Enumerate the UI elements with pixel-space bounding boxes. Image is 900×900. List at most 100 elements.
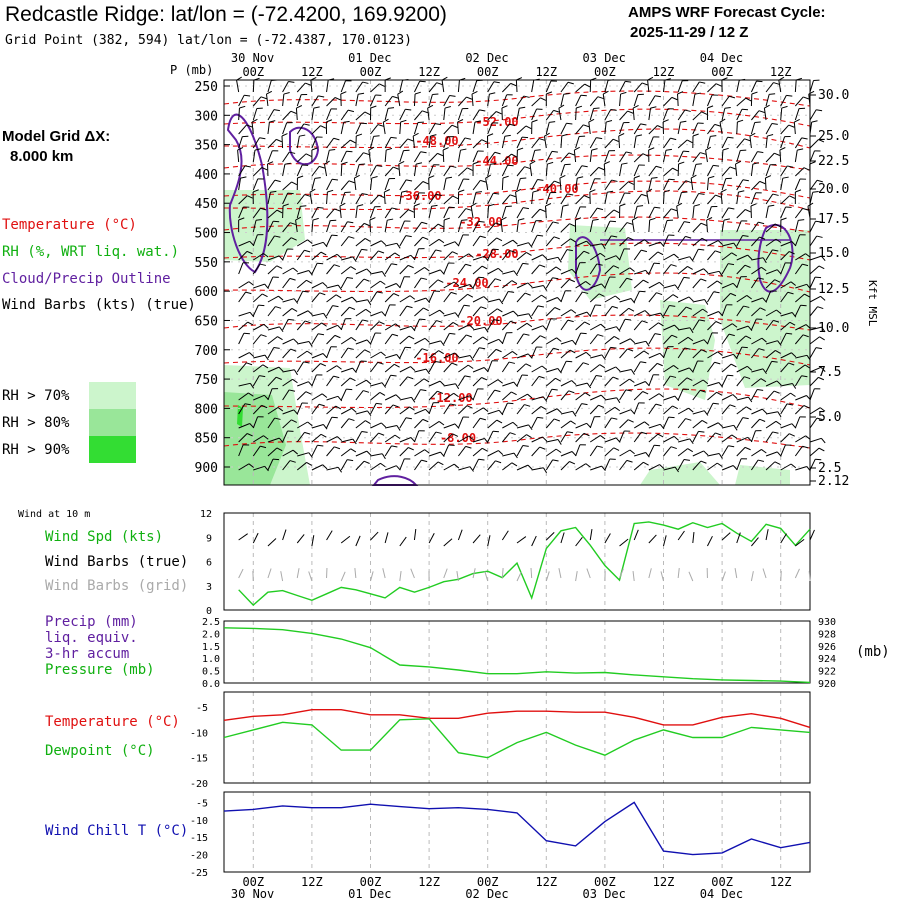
wind-barb: [714, 361, 721, 365]
wind-barb: [765, 361, 773, 373]
wind-barb: [501, 94, 508, 107]
wind-barb: [428, 269, 441, 275]
wind-barb: [718, 271, 723, 277]
wind-barb: [457, 178, 464, 191]
wind-barb: [780, 403, 788, 415]
wind-barb: [795, 395, 807, 401]
wind-barb: [367, 299, 372, 306]
wind-barb: [326, 436, 338, 443]
wind-barb: [794, 334, 804, 345]
wind-barb: [383, 191, 386, 205]
legend-rh: RH (%, WRT liq. wat.): [2, 244, 180, 260]
wind-barb: [399, 295, 411, 303]
wind-barb: [773, 390, 780, 394]
kft-tick-label: 10.0: [818, 321, 849, 336]
windchill-y-tick-label: -15: [190, 833, 208, 844]
wind-barb: [355, 360, 362, 373]
wind-barb: [704, 299, 709, 305]
wind-barb: [516, 95, 525, 107]
wind-barb: [780, 321, 791, 331]
wind-barb: [478, 220, 485, 223]
wind-barb: [721, 353, 734, 359]
wind-barb: [780, 195, 790, 205]
wind-barb: [498, 409, 504, 416]
wind-barb-true: [560, 532, 565, 544]
wind-barb: [692, 299, 705, 303]
wind-barb: [399, 109, 406, 121]
wind-barb: [399, 346, 406, 359]
wind-barb: [547, 161, 554, 165]
wind-barb: [516, 292, 526, 303]
wind-barb: [678, 161, 685, 165]
wind-barb: [435, 431, 442, 434]
wind-barb-grid: [354, 567, 357, 579]
wind-barb: [267, 139, 277, 149]
wind-barb: [757, 277, 764, 280]
wind-barb: [692, 308, 703, 317]
wind-barb: [326, 305, 333, 317]
isotherm-label: -12.00: [429, 391, 472, 405]
temp-y-tick-label: -15: [190, 754, 208, 765]
wind-barb: [701, 420, 708, 424]
wind-barb: [779, 149, 782, 163]
wind-barb: [780, 95, 787, 107]
wind-barb: [809, 336, 820, 345]
wind-barb: [370, 240, 382, 247]
wind-barb: [311, 136, 318, 149]
wind-barb: [507, 164, 514, 167]
wind-barb-true: [457, 529, 463, 541]
wind-barb: [282, 248, 288, 261]
wind-barb: [629, 267, 635, 272]
wind-barb: [780, 291, 789, 303]
wind-barb: [410, 325, 416, 332]
wind-barb: [414, 408, 426, 415]
wind-barb: [444, 106, 451, 109]
wind-barb: [689, 438, 694, 445]
wind-barb: [238, 251, 248, 261]
wind-barb: [707, 165, 714, 177]
wind-barb: [457, 80, 460, 93]
wind-barb: [531, 179, 538, 191]
wind-barb: [355, 206, 358, 219]
wind-barb: [560, 94, 565, 107]
wind-barb: [575, 311, 588, 317]
wind-barb: [311, 207, 318, 219]
wind-barb: [685, 235, 692, 239]
wind-barb: [487, 222, 496, 233]
wind-barb: [326, 191, 328, 205]
wind-barb: [545, 418, 555, 429]
wind-barb: [736, 235, 744, 247]
wind-barb: [809, 407, 821, 415]
wind-speed-line: [238, 521, 811, 607]
wind-barb: [320, 363, 327, 367]
wind-barb: [264, 465, 269, 472]
wind-barb: [627, 237, 634, 241]
pressure-line: [223, 627, 811, 684]
isotherm-line: [223, 388, 811, 409]
wind-barb: [531, 220, 537, 233]
wind-barb: [311, 322, 322, 331]
wind-barb-true: [531, 535, 537, 547]
wind-barb: [252, 137, 260, 149]
kft-tick-label: 15.0: [818, 246, 849, 261]
wind-barb: [589, 137, 597, 149]
wind-barb: [590, 283, 602, 289]
wind-barb-true: [355, 535, 361, 547]
wind-barb: [428, 136, 432, 149]
wind-barb: [677, 377, 688, 387]
wind-barb: [692, 237, 703, 247]
wind-barb: [633, 194, 642, 205]
wind-barb: [295, 220, 298, 233]
wind-barb: [659, 464, 665, 469]
wind-barb: [370, 194, 380, 205]
legend-wind-barbs: Wind Barbs (kts) (true): [2, 297, 196, 313]
wind-barb: [318, 165, 326, 169]
wind-barb: [663, 365, 674, 373]
wind-barb: [736, 97, 747, 107]
wind-barb: [742, 179, 749, 182]
wind-barb: [633, 123, 641, 135]
wind-barb: [665, 148, 673, 151]
wind-barb: [297, 310, 309, 317]
wind-barb: [469, 355, 474, 361]
wind-barb: [663, 294, 674, 303]
